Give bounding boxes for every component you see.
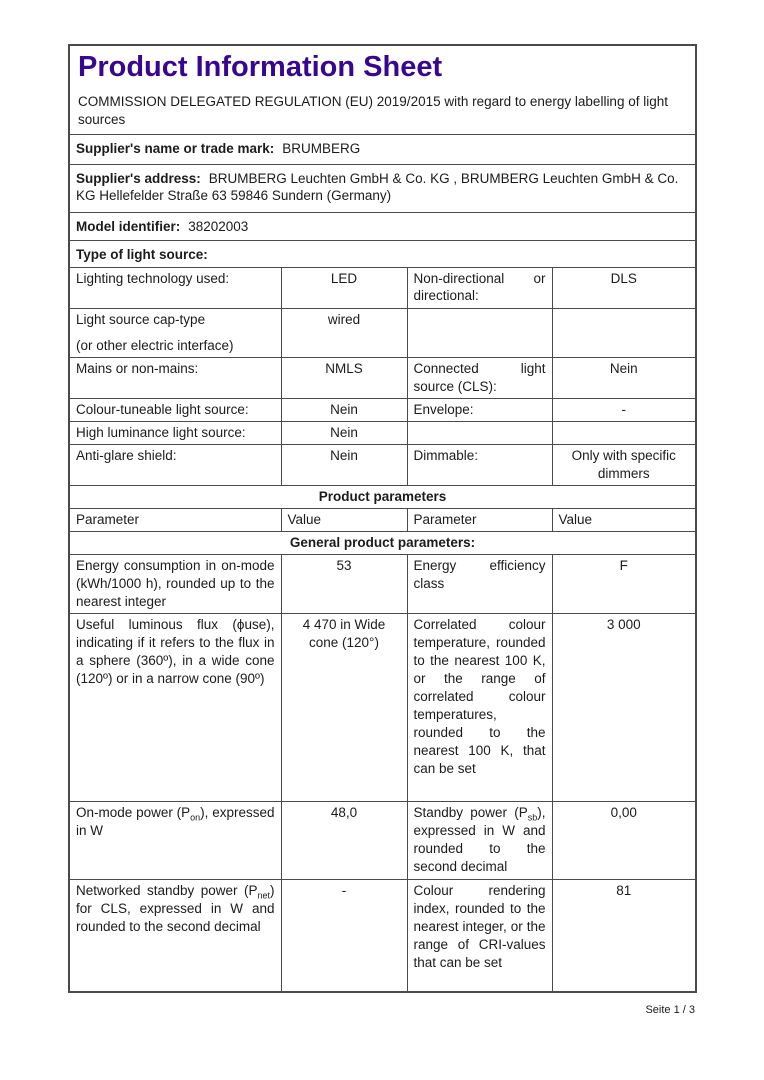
param-value-cell: DLS <box>551 266 697 309</box>
param-value-cell: LED <box>280 266 408 309</box>
param-value-cell: 3 000 <box>551 612 697 802</box>
table-row: High luminance light source: Nein <box>68 421 697 446</box>
column-header: Parameter <box>68 508 282 533</box>
param-label-line1: Light source cap-type <box>76 311 206 327</box>
table-row: Colour-tuneable light source: Nein Envel… <box>68 398 697 423</box>
column-header: Parameter <box>406 508 553 533</box>
product-parameters-title: Product parameters <box>68 485 697 510</box>
param-label-line2: (or other electric interface) <box>76 338 234 354</box>
page-title: Product Information Sheet <box>78 51 443 83</box>
param-label-cell <box>406 421 553 446</box>
supplier-address-cell: Supplier's address: BRUMBERG Leuchten Gmb… <box>68 163 697 213</box>
param-label-subscript: sb <box>527 812 538 823</box>
param-label-text: On-mode power (P <box>76 804 191 820</box>
supplier-address-value: BRUMBERG Leuchten GmbH & Co. KG , BRUMBE… <box>76 170 679 204</box>
table-row: Light source cap-type (or other electric… <box>68 307 697 359</box>
param-label-text: Networked standby power (P <box>76 882 258 898</box>
table-row: Lighting technology used: LED Non-direct… <box>68 266 697 309</box>
param-value-cell: 0,00 <box>551 800 697 880</box>
param-label-cell: On-mode power (Pon), expressed in W <box>68 800 282 880</box>
param-label-cell: Correlated colour temperature, rounded t… <box>406 612 553 802</box>
param-value-cell: 53 <box>280 554 408 614</box>
param-value-cell: 48,0 <box>280 800 408 880</box>
param-label-subscript: on <box>190 812 201 823</box>
param-label-cell: Energy efficiency class <box>406 554 553 614</box>
param-label-cell: Mains or non-mains: <box>68 357 282 400</box>
param-label-cell: Colour rendering index, rounded to the n… <box>406 878 553 993</box>
table-row: Mains or non-mains: NMLS Connected light… <box>68 357 697 400</box>
param-value-cell: wired <box>280 307 408 359</box>
param-label-cell: Dimmable: <box>406 444 553 487</box>
param-label-cell: Anti-glare shield: <box>68 444 282 487</box>
param-value-cell <box>551 421 697 446</box>
param-value-cell: Only with specific dimmers <box>551 444 697 487</box>
type-section-header-cell: Type of light source: <box>68 239 697 268</box>
param-value-cell: Nein <box>551 357 697 400</box>
param-label-cell: Networked standby power (Pnet) for CLS, … <box>68 878 282 993</box>
param-label-text: ) for CLS, expressed in W and rounded to… <box>76 882 275 934</box>
param-value-cell: 4 470 in Wide cone (120°) <box>280 612 408 802</box>
param-label-cell: Useful luminous flux (ϕuse), indicating … <box>68 612 282 802</box>
param-label-cell: Lighting technology used: <box>68 266 282 309</box>
param-value-cell: F <box>551 554 697 614</box>
param-value-cell: Nein <box>280 421 408 446</box>
param-value-cell: 81 <box>551 878 697 993</box>
param-label-subscript: net <box>257 890 270 901</box>
param-label-text: Standby power (P <box>413 804 528 820</box>
param-label-cell: Energy consumption in on-mode (kWh/1000 … <box>68 554 282 614</box>
column-header: Value <box>280 508 408 533</box>
param-label-cell: Non-directional or directional: <box>406 266 553 309</box>
supplier-name-row: Supplier's name or trade mark: BRUMBERG <box>68 133 697 165</box>
table-row: On-mode power (Pon), expressed in W 48,0… <box>68 800 697 880</box>
supplier-name-value: BRUMBERG <box>282 140 361 156</box>
table-row: Energy consumption in on-mode (kWh/1000 … <box>68 554 697 614</box>
param-value-cell: Nein <box>280 398 408 423</box>
param-label-text: ), expressed in W <box>76 804 275 838</box>
type-section-header: Type of light source: <box>76 246 208 262</box>
table-row: Anti-glare shield: Nein Dimmable: Only w… <box>68 444 697 487</box>
supplier-name-label: Supplier's name or trade mark: <box>76 140 275 156</box>
general-parameters-header-row: General product parameters: <box>68 531 697 556</box>
supplier-name-cell: Supplier's name or trade mark: BRUMBERG <box>68 133 697 165</box>
param-label-cell: Envelope: <box>406 398 553 423</box>
param-value-cell: - <box>551 398 697 423</box>
param-label-text: ), expressed in W and rounded to the sec… <box>413 804 546 874</box>
type-section-header-row: Type of light source: <box>68 239 697 268</box>
title-cell: Product Information Sheet COMMISSION DEL… <box>68 44 697 135</box>
param-label-cell: Colour-tuneable light source: <box>68 398 282 423</box>
product-parameters-header-row: Product parameters <box>68 485 697 510</box>
param-label-cell: High luminance light source: <box>68 421 282 446</box>
title-block: Product Information Sheet COMMISSION DEL… <box>68 44 697 135</box>
param-label-cell <box>406 307 553 359</box>
supplier-address-label: Supplier's address: <box>76 170 201 186</box>
model-identifier-value: 38202003 <box>188 218 249 234</box>
param-value-cell: NMLS <box>280 357 408 400</box>
column-header: Value <box>551 508 697 533</box>
general-parameters-title: General product parameters: <box>68 531 697 556</box>
param-label-cell: Standby power (Psb), expressed in W and … <box>406 800 553 880</box>
page-number-footer: Seite 1 / 3 <box>645 1004 695 1016</box>
table-row: Networked standby power (Pnet) for CLS, … <box>68 878 697 993</box>
product-info-table: Product Information Sheet COMMISSION DEL… <box>68 44 697 994</box>
param-value-cell: Nein <box>280 444 408 487</box>
param-label-cell: Connected light source (CLS): <box>406 357 553 400</box>
model-identifier-label: Model identifier: <box>76 218 181 234</box>
param-value-cell <box>551 307 697 359</box>
supplier-address-row: Supplier's address: BRUMBERG Leuchten Gmb… <box>68 163 697 213</box>
regulation-subtitle: COMMISSION DELEGATED REGULATION (EU) 201… <box>78 93 668 127</box>
model-identifier-row: Model identifier: 38202003 <box>68 211 697 241</box>
param-value-cell: - <box>280 878 408 993</box>
model-identifier-cell: Model identifier: 38202003 <box>68 211 697 241</box>
table-row: Useful luminous flux (ϕuse), indicating … <box>68 612 697 802</box>
param-label-cell: Light source cap-type (or other electric… <box>68 307 282 359</box>
column-header-row: Parameter Value Parameter Value <box>68 508 697 533</box>
